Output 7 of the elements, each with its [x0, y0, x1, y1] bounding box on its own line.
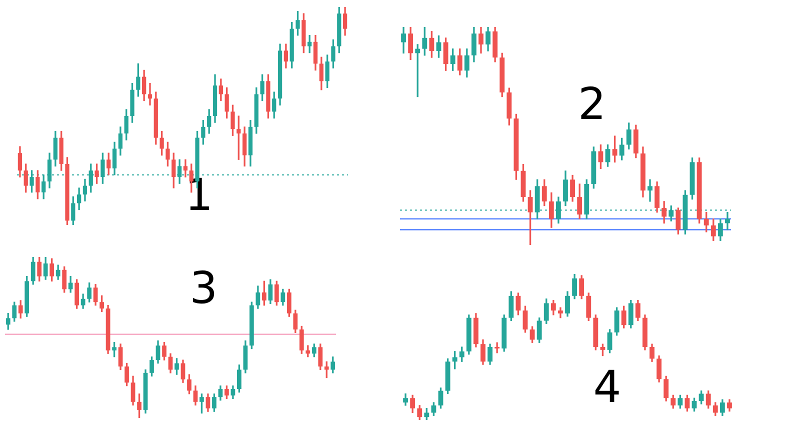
annotation: 4	[593, 362, 622, 414]
annotation: 2	[578, 78, 606, 130]
candlestick	[494, 342, 500, 354]
candlestick	[148, 82, 152, 106]
candlestick	[648, 179, 652, 202]
annotation: 3	[190, 262, 218, 314]
candlestick	[183, 159, 188, 178]
